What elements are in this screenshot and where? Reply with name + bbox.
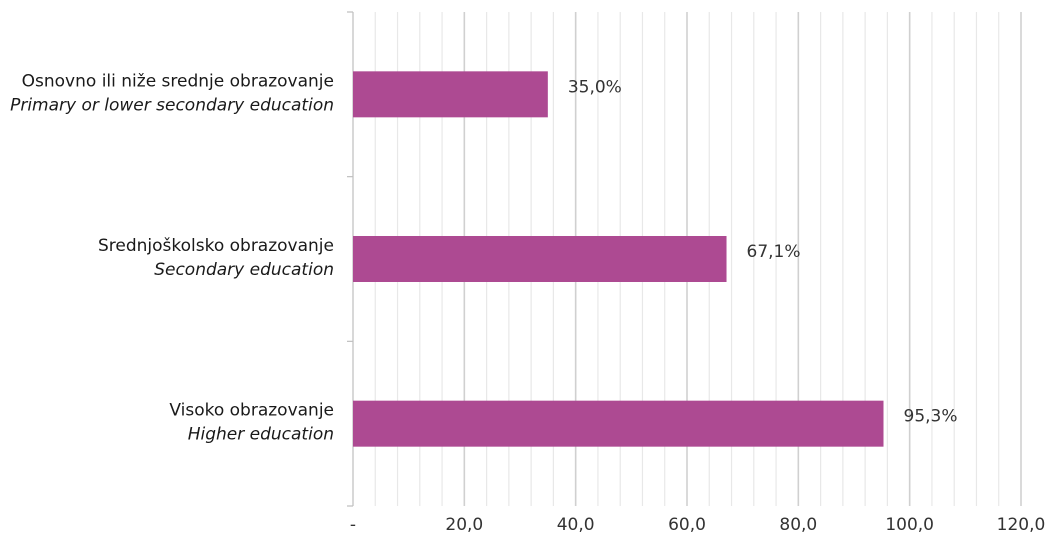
- category-label: Osnovno ili niže srednje obrazovanje: [22, 71, 334, 91]
- x-tick-label: -: [350, 515, 356, 535]
- data-label: 95,3%: [904, 407, 958, 427]
- category-label-en: Secondary education: [154, 260, 334, 280]
- x-tick-label: 60,0: [668, 515, 706, 535]
- bars: [353, 71, 884, 447]
- category-label: Srednjoškolsko obrazovanje: [98, 236, 334, 256]
- category-label-en: Higher education: [188, 425, 334, 445]
- x-tick-label: 20,0: [445, 515, 483, 535]
- data-label: 67,1%: [747, 242, 801, 262]
- x-tick-label: 40,0: [557, 515, 595, 535]
- data-label: 35,0%: [568, 77, 622, 97]
- y-axis: [347, 11, 354, 507]
- bar: [353, 400, 884, 447]
- x-tick-label: 120,0: [997, 515, 1046, 535]
- x-tick-label: 100,0: [885, 515, 934, 535]
- bar: [353, 71, 548, 118]
- bar: [353, 236, 727, 282]
- category-label: Visoko obrazovanje: [169, 401, 334, 421]
- x-tick-label: 80,0: [779, 515, 817, 535]
- category-label-en: Primary or lower secondary education: [10, 95, 334, 115]
- labels: 35,0% Osnovno ili niže srednje obrazovanj…: [10, 71, 957, 444]
- x-axis-ticks: - 20,0 40,0 60,0 80,0 100,0 120,0: [350, 515, 1045, 535]
